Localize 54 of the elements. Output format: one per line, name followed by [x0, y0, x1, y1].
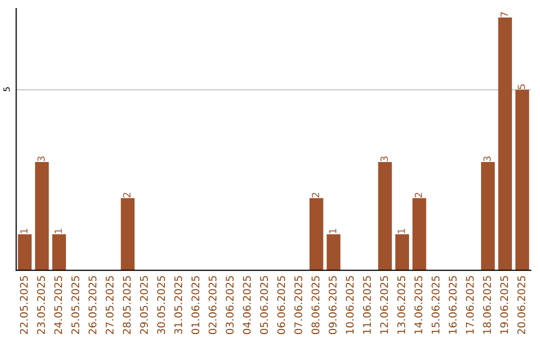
data-label: 1: [398, 228, 405, 234]
data-label: 1: [54, 228, 62, 234]
x-tick-label: 31.05.2025: [174, 276, 182, 334]
x-tick-label: 20.06.2025: [517, 276, 526, 334]
data-label: 2: [414, 192, 422, 198]
x-tick-label: 08.06.2025: [312, 276, 320, 334]
x-tick-label: 19.06.2025: [500, 276, 508, 334]
data-label: 7: [500, 12, 508, 17]
bar: [52, 234, 66, 270]
x-tick-label: 14.06.2025: [414, 276, 422, 334]
data-label: 5: [518, 84, 526, 89]
data-label: 3: [380, 156, 388, 162]
bar: [412, 198, 426, 270]
x-tick-label: 22.05.2025: [20, 276, 28, 334]
x-tick-label: 12.06.2025: [380, 276, 388, 334]
x-tick-label: 13.06.2025: [397, 276, 406, 334]
data-label: 2: [123, 192, 130, 198]
bar: [326, 234, 340, 270]
bar: [515, 90, 530, 270]
bar: [18, 234, 32, 270]
x-tick-label: 29.05.2025: [140, 276, 148, 334]
x-tick-label: 30.05.2025: [157, 276, 166, 334]
x-tick-label: 11.06.2025: [363, 276, 371, 334]
x-tick-label: 23.05.2025: [37, 276, 45, 334]
x-tick-label: 07.06.2025: [294, 276, 302, 334]
bar: [378, 162, 392, 270]
x-tick-label: 06.06.2025: [277, 276, 286, 334]
x-tick-label: 16.06.2025: [448, 276, 457, 334]
data-label: 2: [312, 192, 320, 198]
x-tick-label: 28.05.2025: [122, 276, 131, 334]
bar: [310, 198, 324, 270]
x-tick-label: 15.06.2025: [432, 276, 440, 334]
x-tick-label: 26.05.2025: [88, 276, 96, 334]
data-label: 1: [20, 228, 28, 234]
bar: [481, 162, 495, 270]
x-tick-label: 18.06.2025: [483, 276, 491, 334]
x-tick-label: 10.06.2025: [346, 276, 354, 334]
bar: [395, 234, 410, 270]
data-label: 1: [329, 228, 336, 234]
x-tick-label: 02.06.2025: [208, 276, 216, 334]
data-label: 3: [37, 156, 45, 162]
x-tick-label: 01.06.2025: [191, 276, 200, 334]
x-tick-label: 04.06.2025: [242, 276, 251, 334]
x-tick-label: 17.06.2025: [466, 276, 474, 334]
x-tick-label: 03.06.2025: [226, 276, 234, 334]
data-label: 3: [483, 156, 491, 162]
bar: [120, 198, 135, 270]
bar: [35, 162, 49, 270]
x-tick-label: 05.06.2025: [260, 276, 268, 334]
bar: [498, 18, 512, 270]
x-tick-label: 09.06.2025: [328, 276, 337, 334]
x-tick-label: 27.05.2025: [106, 276, 114, 334]
x-tick-label: 25.05.2025: [71, 276, 80, 334]
x-tick-label: 24.05.2025: [54, 276, 62, 334]
